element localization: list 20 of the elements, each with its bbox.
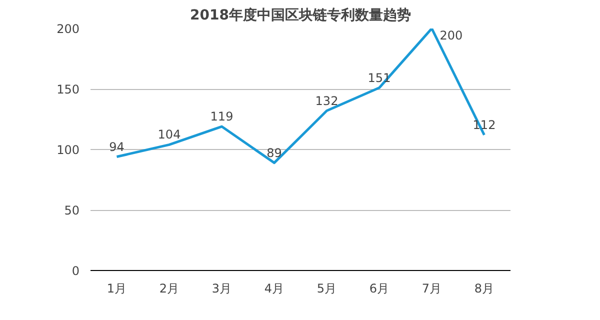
x-tick-label: 6月 — [369, 282, 390, 296]
y-tick-label: 100 — [56, 143, 80, 157]
y-tick-label: 50 — [64, 204, 80, 218]
x-tick-label: 2月 — [159, 282, 180, 296]
x-tick-label: 3月 — [212, 282, 232, 296]
x-tick-label: 4月 — [264, 282, 284, 296]
y-tick-label: 0 — [72, 264, 80, 278]
y-tick-label: 150 — [56, 82, 80, 96]
y-tick-label: 200 — [56, 22, 80, 36]
data-label: 94 — [109, 140, 124, 154]
data-label: 132 — [315, 94, 338, 108]
data-label: 200 — [440, 28, 463, 42]
data-label: 104 — [158, 128, 181, 142]
data-label: 119 — [210, 110, 234, 124]
x-tick-label: 1月 — [106, 282, 127, 296]
x-tick-label: 7月 — [422, 282, 442, 296]
chart-title: 2018年度中国区块链专利数量趋势 — [190, 6, 411, 24]
data-label: 89 — [266, 146, 282, 160]
x-tick-label: 8月 — [474, 282, 494, 296]
x-tick-label: 5月 — [316, 282, 337, 296]
